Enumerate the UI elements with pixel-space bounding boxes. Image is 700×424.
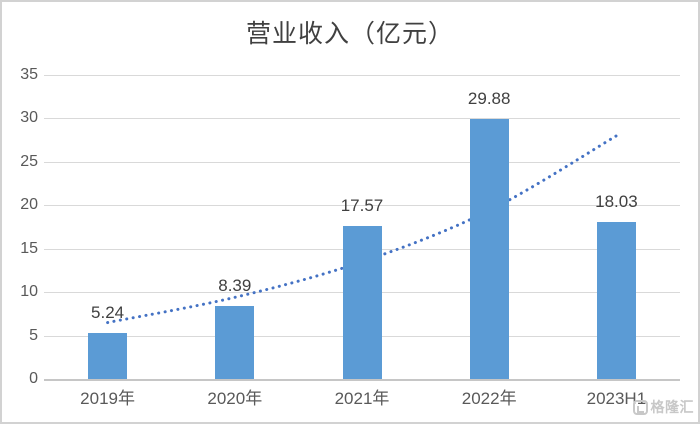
- x-axis-tick-label: 2019年: [80, 389, 135, 408]
- bar-2022年: [469, 119, 509, 379]
- y-axis-tick-label: 35: [20, 66, 38, 83]
- y-gridline: [44, 205, 680, 207]
- bar-2023H1: [596, 222, 636, 379]
- watermark-label: 格隆汇: [650, 399, 694, 415]
- bar-2021年: [342, 226, 382, 379]
- x-axis-tick-label: 2021年: [334, 389, 390, 408]
- y-gridline: [44, 118, 680, 120]
- x-axis-tick-label: 2022年: [461, 389, 517, 408]
- y-gridline: [44, 161, 680, 163]
- x-axis-tick-label: 2020年: [207, 389, 263, 408]
- data-label-2022年: 29.88: [467, 89, 511, 109]
- x-axis-tick-label: 2023H1: [586, 389, 647, 408]
- bar-2020年: [215, 306, 255, 379]
- y-axis-tick-label: 15: [20, 239, 38, 257]
- data-label-2023H1: 18.03: [595, 192, 638, 212]
- data-label-2020年: 8.39: [218, 276, 252, 296]
- bar-2019年: [88, 333, 128, 379]
- y-axis-tick-label: 10: [20, 283, 38, 301]
- data-label-2021年: 17.57: [340, 196, 384, 216]
- y-gridline: [44, 75, 680, 76]
- y-axis-tick-label: 5: [29, 326, 38, 344]
- data-label-2019年: 5.24: [91, 303, 125, 323]
- chart-title: 营业收入（亿元）: [245, 19, 454, 48]
- y-axis-tick-label: 30: [20, 109, 38, 127]
- gelonghui-logo-icon: [632, 399, 648, 415]
- y-axis-tick-label: 25: [20, 152, 38, 170]
- y-axis-tick-label: 0: [29, 370, 38, 387]
- y-axis-tick-label: 20: [20, 196, 38, 214]
- x-axis-line: [44, 379, 680, 381]
- watermark: 格隆汇: [632, 397, 695, 417]
